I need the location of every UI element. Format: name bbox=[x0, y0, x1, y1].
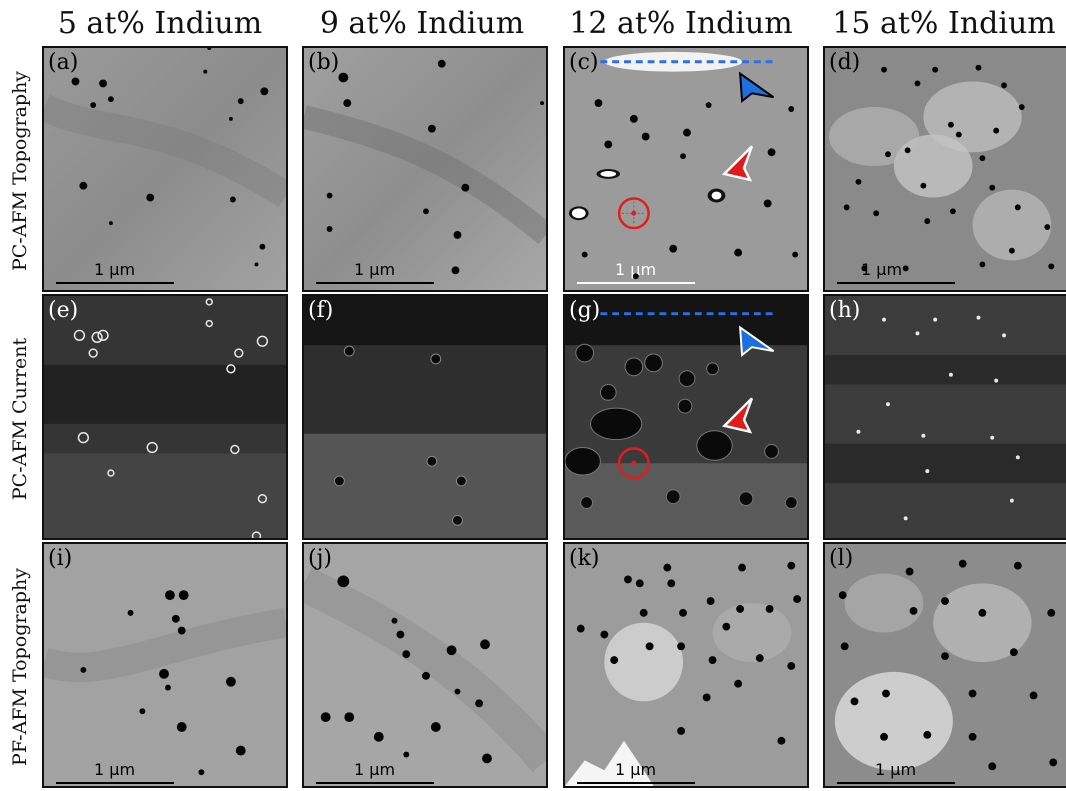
scale-bar bbox=[56, 782, 174, 784]
scale-bar bbox=[316, 282, 434, 284]
scale-bar bbox=[577, 782, 695, 784]
afm-image-j bbox=[304, 544, 546, 786]
scale-bar-label: 1 μm bbox=[615, 260, 657, 279]
panel-label: (l) bbox=[829, 546, 854, 571]
scale-bar bbox=[577, 282, 695, 284]
panel-j: (j) 1 μm bbox=[302, 542, 548, 788]
afm-current-h bbox=[825, 296, 1066, 538]
panel-label: (g) bbox=[569, 298, 601, 323]
scale-bar bbox=[837, 282, 955, 284]
panel-c: (c) 1 μm bbox=[563, 46, 809, 292]
afm-image-i bbox=[44, 544, 286, 786]
panel-label: (h) bbox=[829, 298, 861, 323]
panel-i: (i) 1 μm bbox=[42, 542, 288, 788]
row-header-wrap: PF-AFM Topography bbox=[0, 544, 40, 790]
scale-bar bbox=[56, 282, 174, 284]
panel-label: (b) bbox=[308, 50, 340, 75]
panel-label: (f) bbox=[308, 298, 334, 323]
panel-d: (d) 1 μm bbox=[823, 46, 1066, 292]
scale-bar-label: 1 μm bbox=[354, 760, 396, 779]
afm-current-f bbox=[304, 296, 546, 538]
afm-current-g bbox=[565, 296, 807, 538]
scale-bar bbox=[316, 782, 434, 784]
scale-bar bbox=[837, 782, 955, 784]
panel-l: (l) 1 μm bbox=[823, 542, 1066, 788]
row-header-wrap: PC-AFM Current bbox=[0, 296, 40, 542]
panel-label: (j) bbox=[308, 546, 332, 571]
afm-image-a bbox=[44, 48, 286, 290]
panel-a: (a) 1 μm bbox=[42, 46, 288, 292]
scale-bar-label: 1 μm bbox=[615, 760, 657, 779]
panel-k: (k) 1 μm bbox=[563, 542, 809, 788]
panel-label: (k) bbox=[569, 546, 600, 571]
scale-bar-label: 1 μm bbox=[94, 760, 136, 779]
scale-bar-label: 1 μm bbox=[354, 260, 396, 279]
panel-label: (d) bbox=[829, 50, 861, 75]
panel-f: (f) bbox=[302, 294, 548, 540]
row-header-wrap: PC-AFM Topography bbox=[0, 48, 40, 294]
panel-label: (a) bbox=[48, 50, 79, 75]
column-header-12-at-indium: 12 at% Indium bbox=[569, 6, 793, 41]
scale-bar-label: 1 μm bbox=[861, 260, 903, 279]
column-header-15-at-indium: 15 at% Indium bbox=[832, 6, 1056, 41]
scale-bar-label: 1 μm bbox=[875, 760, 917, 779]
afm-current-e bbox=[44, 296, 286, 538]
panel-label: (c) bbox=[569, 50, 599, 75]
row-header-pc-afm-current: PC-AFM Current bbox=[9, 337, 31, 501]
afm-image-c bbox=[565, 48, 807, 290]
panel-b: (b) 1 μm bbox=[302, 46, 548, 292]
panel-label: (i) bbox=[48, 546, 73, 571]
panel-e: (e) bbox=[42, 294, 288, 540]
panel-label: (e) bbox=[48, 298, 79, 323]
scale-bar-label: 1 μm bbox=[94, 260, 136, 279]
afm-image-k bbox=[565, 544, 807, 786]
row-header-pc-afm-topography: PC-AFM Topography bbox=[9, 70, 31, 272]
afm-image-b bbox=[304, 48, 546, 290]
column-header-5-at-indium: 5 at% Indium bbox=[57, 6, 263, 41]
panel-g: (g) bbox=[563, 294, 809, 540]
panel-h: (h) bbox=[823, 294, 1066, 540]
column-header-9-at-indium: 9 at% Indium bbox=[319, 6, 525, 41]
afm-image-d bbox=[825, 48, 1066, 290]
row-header-pf-afm-topography: PF-AFM Topography bbox=[9, 568, 31, 766]
afm-image-l bbox=[825, 544, 1066, 786]
